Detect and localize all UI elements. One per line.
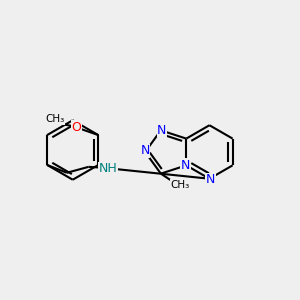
Text: N: N bbox=[140, 145, 150, 158]
Text: NH: NH bbox=[99, 162, 118, 175]
Text: N: N bbox=[181, 159, 190, 172]
Text: N: N bbox=[206, 173, 215, 186]
Text: CH₃: CH₃ bbox=[45, 114, 64, 124]
Text: O: O bbox=[72, 121, 82, 134]
Text: CH₃: CH₃ bbox=[170, 179, 189, 190]
Text: N: N bbox=[157, 124, 167, 137]
